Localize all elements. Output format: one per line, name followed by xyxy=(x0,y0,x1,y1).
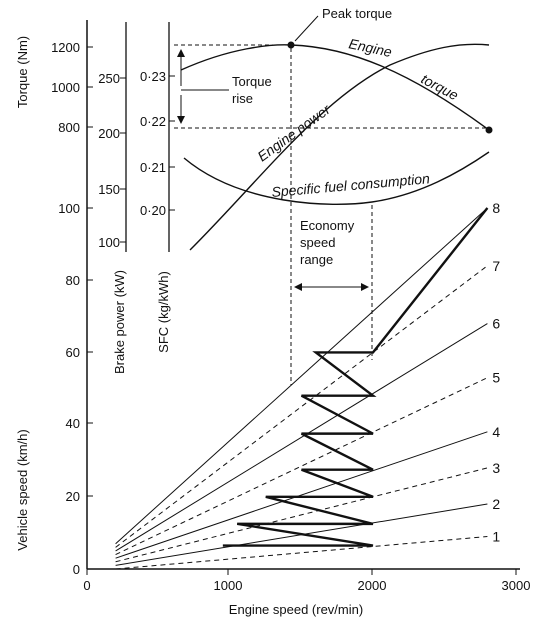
vehicle-tick-label: 20 xyxy=(66,489,80,504)
vehicle-tick-label: 100 xyxy=(58,201,80,216)
x-axis-title: Engine speed (rev/min) xyxy=(229,602,363,617)
gear-6-line xyxy=(115,323,488,552)
peak-torque-leader xyxy=(294,15,319,42)
x-tick-label: 2000 xyxy=(358,578,387,593)
vehicle-tick-label: 40 xyxy=(66,416,80,431)
sfc-curve-label: Specific fuel consumption xyxy=(271,170,431,200)
shift-pattern-zigzag xyxy=(222,207,489,547)
torque-rise-label: Torque xyxy=(232,74,272,89)
sfc-curve xyxy=(183,151,490,205)
torque-tick-label: 800 xyxy=(58,120,80,135)
vehicle-tick-label: 80 xyxy=(66,273,80,288)
engine-power-curve xyxy=(189,43,490,251)
power-tick-label: 150 xyxy=(98,182,120,197)
power-tick-label: 100 xyxy=(98,235,120,250)
sfc-tick-label: 0·22 xyxy=(140,114,166,129)
gear-8-line xyxy=(115,207,488,545)
gear-7-label: 7 xyxy=(492,258,500,274)
vehicle-axis-title: Vehicle speed (km/h) xyxy=(15,429,30,550)
gear-labels: 1 2 3 4 5 6 7 8 xyxy=(492,200,500,545)
sfc-axis-title: SFC (kg/kWh) xyxy=(156,271,171,353)
gear-5-line xyxy=(115,377,488,556)
torque-tick-label: 1000 xyxy=(51,80,80,95)
gear-8-label: 8 xyxy=(492,200,500,216)
gear-4-line xyxy=(115,431,488,559)
x-tick-label: 3000 xyxy=(502,578,531,593)
gear-6-label: 6 xyxy=(492,316,500,332)
economy-range-label: Economy xyxy=(300,218,355,233)
engine-power-label: Engine power xyxy=(254,100,334,164)
power-axis-title: Brake power (kW) xyxy=(112,270,127,374)
vehicle-tick-label: 0 xyxy=(73,562,80,577)
gear-3-line xyxy=(115,467,488,563)
sfc-tick-label: 0·23 xyxy=(140,69,166,84)
engine-torque-curve xyxy=(180,44,490,131)
x-tick-label: 1000 xyxy=(214,578,243,593)
gear-7-line xyxy=(115,265,488,548)
gear-2-label: 2 xyxy=(492,496,500,512)
gear-5-label: 5 xyxy=(492,370,500,386)
economy-range-label: range xyxy=(300,252,333,267)
engine-torque-label: torque xyxy=(419,71,462,104)
torque-tick-label: 1200 xyxy=(51,40,80,55)
gear-4-label: 4 xyxy=(492,424,500,440)
power-tick-label: 250 xyxy=(98,71,120,86)
vehicle-tick-label: 60 xyxy=(66,345,80,360)
peak-torque-label: Peak torque xyxy=(322,6,392,21)
torque-axis-title: Torque (Nm) xyxy=(15,36,30,108)
power-tick-label: 200 xyxy=(98,126,120,141)
sfc-tick-label: 0·21 xyxy=(140,160,166,175)
gear-1-line xyxy=(115,536,488,570)
peak-torque-point xyxy=(287,41,295,49)
torque-rise-label: rise xyxy=(232,91,253,106)
sfc-tick-label: 0·20 xyxy=(140,203,166,218)
x-tick-label: 0 xyxy=(83,578,90,593)
economy-range-label: speed xyxy=(300,235,335,250)
max-speed-torque-point xyxy=(485,126,493,134)
gear-3-label: 3 xyxy=(492,460,500,476)
gear-1-label: 1 xyxy=(492,529,500,545)
